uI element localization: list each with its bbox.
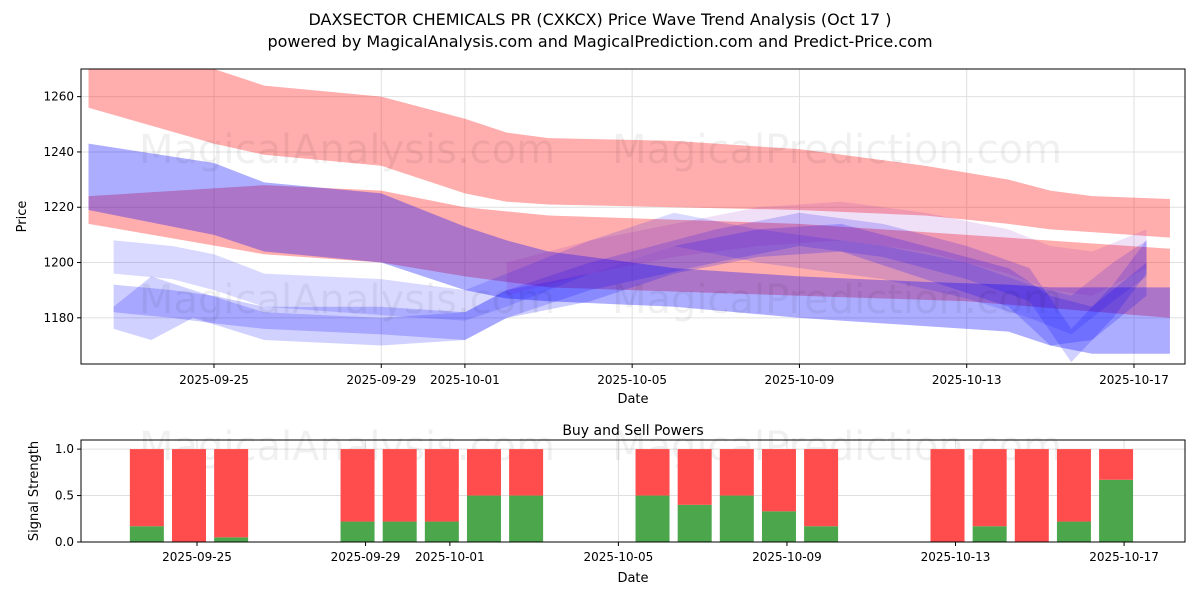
watermark: MagicalAnalysis.com <box>139 277 555 323</box>
x-tick-label: 2025-10-17 <box>1099 373 1169 387</box>
y-tick-label: 1220 <box>43 200 74 214</box>
sell-bar <box>719 449 754 496</box>
y-tick-label: 1260 <box>43 90 74 104</box>
sell-bar <box>171 449 206 542</box>
buy-bar <box>972 526 1007 542</box>
sell-bar <box>424 449 459 522</box>
y-tick-label: 1200 <box>43 256 74 270</box>
buy-bar <box>804 526 839 542</box>
x-tick-label: 2025-09-29 <box>331 550 401 564</box>
band-purple-wave <box>506 201 1147 296</box>
x-tick-label: 2025-09-25 <box>162 550 232 564</box>
buy-bar <box>1099 479 1134 542</box>
x-tick-label: 2025-10-01 <box>430 373 500 387</box>
buy-bar <box>466 495 501 542</box>
chart-subtitle: powered by MagicalAnalysis.com and Magic… <box>267 32 933 51</box>
band-blue-wave-3 <box>113 223 1147 346</box>
band-red-upper <box>88 69 1170 238</box>
buy-bar <box>509 495 544 542</box>
sell-bar <box>761 449 796 512</box>
x-axis-label: Date <box>617 571 648 586</box>
y-axis-label: Signal Strength <box>27 441 42 541</box>
sell-bar <box>677 449 712 505</box>
x-axis-label: Date <box>617 392 648 407</box>
bands-group <box>88 69 1170 363</box>
buy-bar <box>214 537 249 542</box>
watermark: MagicalPrediction.com <box>612 127 1062 173</box>
watermark: MagicalPrediction.com <box>612 277 1062 323</box>
sell-bar <box>214 449 249 538</box>
x-tick-label: 2025-10-13 <box>921 550 991 564</box>
x-tick-label: 2025-10-05 <box>597 373 667 387</box>
sell-bar <box>635 449 670 496</box>
band-blue-wave-1 <box>113 212 1147 335</box>
band-blue-wave-2 <box>113 212 1147 363</box>
buy-bar <box>677 504 712 542</box>
y-tick-label: 1180 <box>43 311 74 325</box>
sell-bar <box>972 449 1007 527</box>
buy-bar <box>382 521 417 542</box>
x-tick-label: 2025-10-09 <box>752 550 822 564</box>
sell-bar <box>382 449 417 522</box>
x-tick-label: 2025-09-29 <box>346 373 416 387</box>
x-tick-label: 2025-10-13 <box>932 373 1002 387</box>
y-tick-label: 0.0 <box>55 535 74 549</box>
sell-bar <box>129 449 164 527</box>
bar-plot-frame <box>80 439 1186 543</box>
band-blue-main <box>88 143 1170 354</box>
sell-bar <box>509 449 544 496</box>
buy-bar <box>719 495 754 542</box>
sell-bar <box>1014 449 1049 542</box>
bar-chart-title: Buy and Sell Powers <box>562 423 703 439</box>
y-tick-label: 1240 <box>43 145 74 159</box>
y-tick-label: 1.0 <box>55 442 74 456</box>
sell-bar <box>1056 449 1091 522</box>
sell-bar <box>804 449 839 527</box>
sell-bar <box>930 449 965 542</box>
plot-frame <box>80 68 1186 365</box>
x-tick-label: 2025-10-05 <box>584 550 654 564</box>
x-tick-label: 2025-10-09 <box>765 373 835 387</box>
buy-bar <box>424 521 459 542</box>
band-red-lower <box>88 185 1170 318</box>
watermark: MagicalAnalysis.com <box>139 127 555 173</box>
buy-bar <box>1056 521 1091 542</box>
buy-bar <box>761 511 796 542</box>
buy-bar <box>635 495 670 542</box>
y-tick-label: 0.5 <box>55 489 74 503</box>
sell-bar <box>340 449 375 522</box>
chart-title: DAXSECTOR CHEMICALS PR (CXKCX) Price Wav… <box>308 10 892 29</box>
x-tick-label: 2025-10-01 <box>415 550 485 564</box>
sell-bar <box>1099 449 1134 480</box>
buy-bar <box>340 521 375 542</box>
sell-bar <box>466 449 501 496</box>
x-tick-label: 2025-09-25 <box>179 373 249 387</box>
buy-bar <box>129 526 164 542</box>
y-axis-label: Price <box>15 201 30 233</box>
x-tick-label: 2025-10-17 <box>1089 550 1159 564</box>
